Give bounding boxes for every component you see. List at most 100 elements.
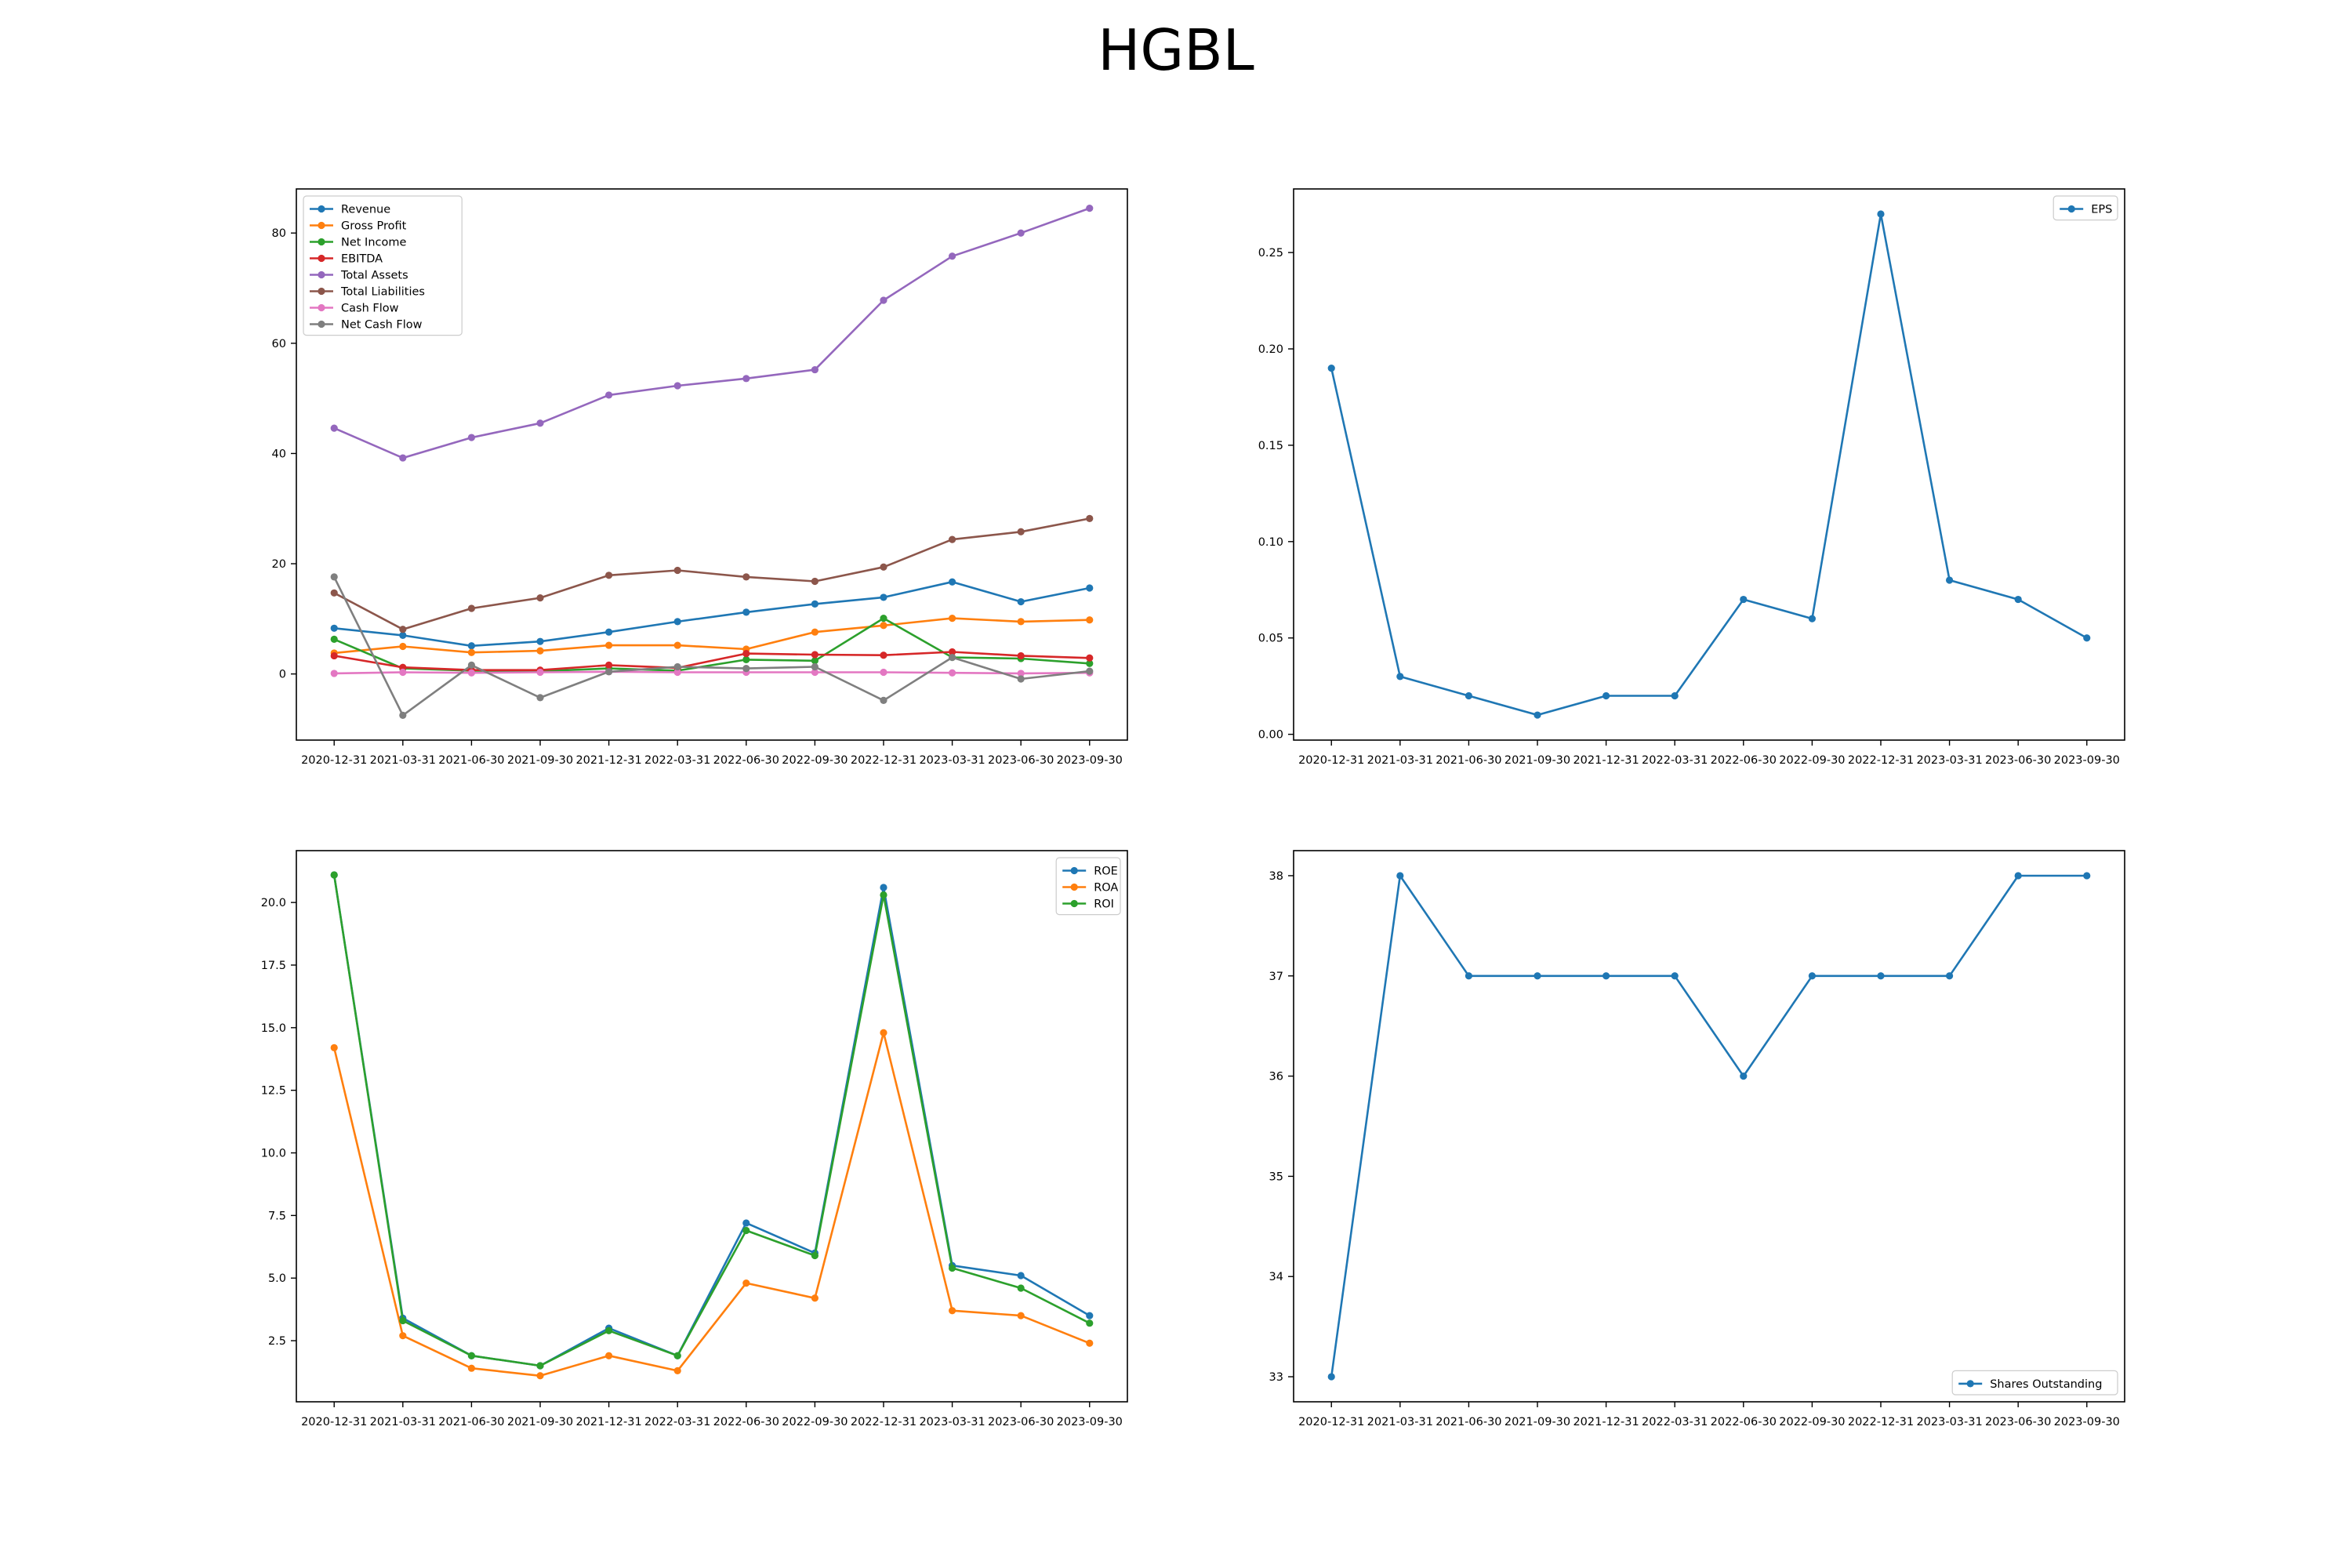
data-point [605,628,613,636]
data-point [811,577,818,586]
data-point [330,635,338,643]
y-tick-label: 7.5 [268,1210,286,1222]
data-point [1017,1284,1025,1292]
legend-label: Gross Profit [341,220,407,233]
data-point [536,594,544,602]
x-tick-label: 2022-06-30 [1711,754,1777,767]
data-point [1327,1373,1335,1381]
data-point [1086,514,1094,522]
y-tick-label: 0.05 [1258,633,1283,645]
data-point [330,670,338,677]
data-point [673,668,681,677]
y-tick-label: 0.00 [1258,729,1283,742]
legend-label: ROI [1094,898,1114,911]
data-point [1808,615,1816,622]
y-tick-label: 0.15 [1258,440,1283,452]
data-point [605,641,613,649]
data-point [399,663,407,671]
data-point [742,1279,750,1287]
y-tick-label: 40 [272,448,286,460]
data-point [467,434,476,441]
x-tick-label: 2020-12-31 [1298,754,1364,767]
data-point [811,662,818,671]
x-tick-label: 2020-12-31 [301,754,367,767]
data-point [811,600,818,608]
x-tick-label: 2023-06-30 [988,1416,1054,1428]
legend-marker [1070,899,1078,908]
data-point [1017,618,1025,626]
x-tick-label: 2021-06-30 [438,754,504,767]
data-point [880,652,887,659]
x-tick-label: 2022-09-30 [782,1416,848,1428]
data-point [536,694,544,702]
data-point [605,391,613,399]
data-point [536,637,544,645]
data-point [1465,691,1473,700]
y-tick-label: 37 [1269,971,1283,983]
legend-marker [2067,205,2075,213]
data-point [811,668,818,677]
x-tick-label: 2023-03-31 [1916,754,1982,767]
data-point [1086,1339,1094,1347]
y-tick-label: 80 [272,227,286,240]
legend-marker [318,221,325,230]
data-point [673,1367,681,1374]
data-point [880,563,887,571]
legend-frame [2053,195,2118,221]
x-tick-label: 2021-12-31 [1573,1416,1639,1428]
data-point [605,661,613,669]
legend-marker [318,254,325,263]
data-point [742,1219,750,1227]
y-tick-label: 36 [1269,1071,1283,1083]
x-tick-label: 2021-03-31 [1367,754,1433,767]
data-point [811,365,818,374]
series-line [333,617,1090,673]
data-point [330,871,338,879]
data-point [673,618,681,626]
data-point [742,573,750,581]
x-tick-label: 2022-06-30 [713,1416,779,1428]
x-tick-label: 2023-03-31 [1916,1416,1982,1428]
data-point [948,578,956,586]
legend-label: ROE [1094,866,1118,878]
series-line [1330,212,2088,717]
data-point [880,622,887,630]
data-point [1396,872,1404,880]
plot-frame [1293,188,2125,741]
series-line [332,874,1091,1367]
data-point [330,652,338,660]
data-point [536,419,544,427]
legend-marker [1070,883,1078,891]
data-point [1327,364,1335,372]
x-tick-label: 2021-06-30 [1436,754,1501,767]
data-point [1086,667,1094,675]
data-point [1945,576,1954,584]
y-tick-label: 35 [1269,1171,1283,1183]
data-point [536,668,544,677]
x-tick-label: 2020-12-31 [301,1416,367,1428]
data-point [1017,1272,1025,1279]
legend-label: Shares Outstanding [1990,1378,2102,1391]
data-point [1945,972,1954,980]
data-point [399,1316,407,1325]
series-line [334,617,1090,655]
x-tick-label: 2021-09-30 [507,754,573,767]
data-point [742,665,750,673]
y-tick-label: 17.5 [261,960,286,972]
data-point [948,252,956,260]
data-point [467,642,476,650]
x-tick-label: 2023-09-30 [1057,754,1123,767]
x-tick-label: 2022-09-30 [1779,754,1845,767]
x-tick-label: 2021-12-31 [575,1416,641,1428]
data-point [1740,1072,1748,1080]
legend-label: Net Cash Flow [341,319,423,332]
data-point [2083,872,2091,880]
y-tick-label: 60 [272,338,286,350]
x-tick-label: 2020-12-31 [1298,1416,1364,1428]
data-point [948,1307,956,1315]
data-point [1017,675,1025,683]
data-point [399,626,407,633]
legend-marker [318,238,325,246]
x-tick-label: 2021-12-31 [575,754,641,767]
series-line [334,670,1090,675]
